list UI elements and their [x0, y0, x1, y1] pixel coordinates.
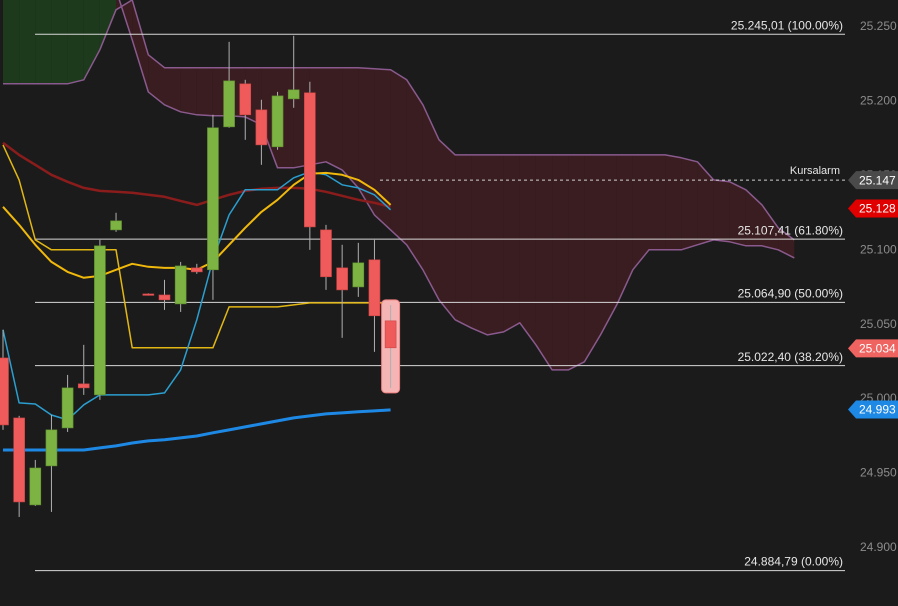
fib-label: 25.022,40 (38.20%): [738, 350, 843, 364]
candle-body: [239, 83, 252, 116]
cloud-fill: [326, 67, 343, 170]
candle-body: [110, 220, 122, 231]
cloud-fill: [729, 181, 746, 246]
cloud-fill: [3, 0, 20, 84]
plot-area: [0, 0, 845, 572]
indicator-line: [2, 171, 392, 279]
indicator-line: [2, 144, 391, 349]
indicator-line: [2, 141, 391, 209]
cloud-fill: [649, 154, 666, 250]
cloud-fill: [374, 68, 391, 230]
y-tick-label: 24.950: [860, 466, 897, 480]
price-tag-label: 24.993: [859, 403, 896, 417]
fib-label: 25.064,90 (50.00%): [738, 287, 843, 301]
cloud-fill: [342, 67, 359, 188]
cloud-fill: [568, 154, 585, 370]
candle-body: [142, 293, 155, 296]
candle-body: [255, 109, 268, 146]
cloud-fill: [552, 154, 569, 370]
cloud-fill: [535, 154, 553, 370]
y-tick-label: 25.250: [860, 19, 897, 33]
cloud-fill: [471, 154, 488, 335]
cloud-fill: [519, 154, 536, 345]
candle-body: [320, 229, 332, 278]
cloud-fill: [99, 0, 116, 50]
candle-body: [368, 259, 381, 317]
cloud-fill: [116, 0, 133, 40]
cloud-line: [118, 0, 795, 371]
cloud-fill: [406, 79, 423, 270]
cloud-line: [3, 0, 795, 241]
candle-body: [352, 262, 365, 288]
candle-body: [287, 89, 300, 100]
cloud-fill: [132, 0, 149, 92]
price-tag: [848, 339, 898, 358]
candle-body: [61, 387, 74, 429]
cloud-fill: [487, 154, 504, 335]
candle-body: [29, 467, 42, 506]
candle-body: [0, 357, 9, 426]
cloud-fill: [180, 67, 197, 115]
cloud-fill: [665, 154, 682, 250]
cloud-fill: [762, 204, 779, 250]
price-tag: [848, 400, 898, 419]
cloud-fill: [35, 0, 52, 84]
y-tick-label: 24.900: [860, 540, 897, 554]
indicator-line: [3, 408, 391, 452]
candle-body: [207, 127, 219, 271]
price-tag: [848, 199, 898, 218]
cloud-fill: [697, 161, 714, 245]
y-tick-label: 25.200: [860, 93, 897, 107]
cloud-fill: [19, 0, 36, 84]
candle-body: [223, 80, 235, 128]
cloud-fill: [778, 227, 795, 258]
candle-body: [304, 92, 316, 228]
cloud-fill: [390, 69, 407, 245]
candle-body: [158, 294, 171, 301]
price-tag: [848, 171, 898, 190]
y-tick-label: 25.050: [860, 317, 897, 331]
cloud-fill: [681, 157, 698, 250]
cloud-fill: [745, 189, 762, 246]
candle-body: [336, 267, 348, 291]
cloud-fill: [164, 67, 181, 112]
candle-body: [13, 417, 25, 503]
cloud-fill: [422, 104, 439, 300]
candle-body: [94, 245, 106, 396]
candle-body: [45, 429, 58, 467]
price-tag-label: 25.147: [859, 173, 896, 187]
cloud-fill: [632, 154, 649, 270]
cloud-fill: [67, 0, 84, 84]
cloud-fill: [455, 154, 472, 328]
cloud-fill: [616, 154, 633, 305]
candle-body: [191, 267, 203, 273]
cloud-fill: [439, 139, 456, 320]
cloud-fill: [83, 0, 100, 80]
y-tick-label: 25.100: [860, 242, 897, 256]
cloud-fill: [584, 154, 601, 362]
price-tag-label: 25.034: [859, 342, 896, 356]
candle-body: [77, 383, 90, 389]
price-tag-label: 25.128: [859, 202, 896, 216]
fib-label: 25.245,01 (100.00%): [731, 18, 843, 32]
candle-body: [384, 320, 397, 349]
candle-body: [271, 95, 284, 148]
alarm-label: Kursalarm: [790, 165, 840, 177]
indicator-line: [2, 171, 392, 421]
fib-label: 24.884,79 (0.00%): [744, 555, 843, 569]
cloud-fill: [600, 154, 617, 335]
cloud-fill: [148, 54, 165, 105]
cloud-fill: [358, 67, 375, 215]
cloud-fill: [196, 67, 213, 116]
cloud-fill: [503, 154, 520, 332]
cloud-fill: [51, 0, 68, 84]
candle-body: [174, 265, 187, 305]
cloud-fill: [713, 179, 730, 242]
fib-label: 25.107,41 (61.80%): [738, 223, 843, 237]
